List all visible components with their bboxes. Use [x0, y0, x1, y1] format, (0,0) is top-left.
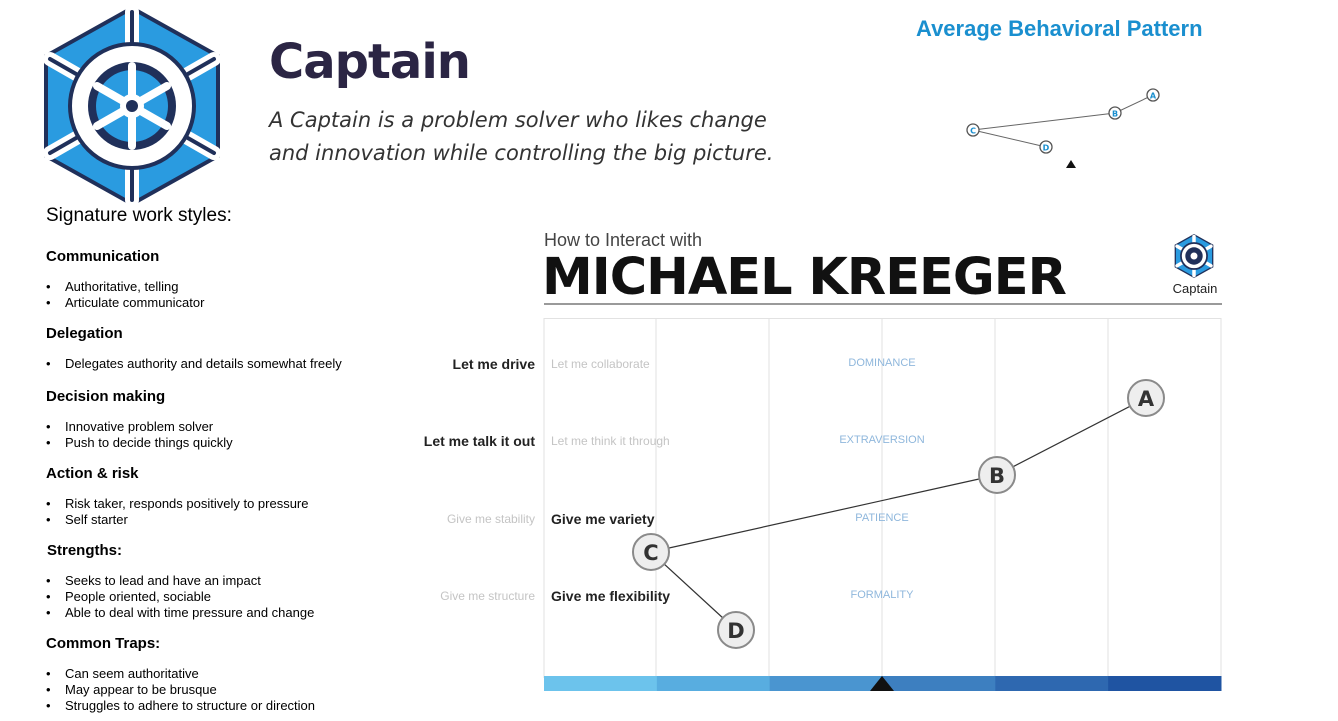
avg-pattern-chart: A B C D [950, 80, 1190, 180]
grid-lines [543, 318, 1222, 678]
card-logo [1174, 233, 1214, 283]
svg-text:A: A [1138, 387, 1155, 411]
captain-logo [40, 5, 224, 211]
list-item: May appear to be brusque [46, 682, 315, 698]
scale-segment [769, 676, 883, 691]
ship-wheel-icon [1174, 233, 1214, 279]
section-heading-action-risk: Action & risk [46, 465, 139, 482]
scale-segment [995, 676, 1109, 691]
list-item: Articulate communicator [46, 295, 204, 311]
node-a: A [1127, 379, 1165, 417]
scale-segment [656, 676, 771, 691]
trait-label-formality: FORMALITY [850, 589, 914, 601]
avg-marker-triangle [1066, 160, 1076, 168]
scale-segment [544, 676, 658, 691]
svg-text:C: C [643, 541, 658, 565]
signature-title: Signature work styles: [46, 205, 232, 226]
svg-text:B: B [989, 464, 1005, 488]
list-item: Self starter [46, 512, 309, 528]
section-list-action-risk: Risk taker, responds positively to press… [46, 496, 309, 528]
list-item: People oriented, sociable [46, 589, 314, 605]
avg-node-b: B [1108, 106, 1122, 120]
section-list-strengths: Seeks to lead and have an impact People … [46, 573, 314, 621]
row-left-label: Let me collaborate [551, 357, 650, 371]
node-b: B [978, 456, 1016, 494]
section-heading-delegation: Delegation [46, 325, 123, 342]
card-small-title: How to Interact with [544, 230, 703, 250]
ship-wheel-icon [43, 5, 221, 207]
section-list-delegation: Delegates authority and details somewhat… [46, 356, 342, 372]
row-left-label: Give me flexibility [551, 588, 671, 604]
scale-bar [544, 676, 1222, 691]
row-left-label: Let me think it through [551, 434, 670, 448]
list-item: Struggles to adhere to structure or dire… [46, 698, 315, 714]
page-subtitle: A Captain is a problem solver who likes … [269, 108, 774, 165]
trait-label-patience: PATIENCE [855, 512, 909, 524]
list-item: Able to deal with time pressure and chan… [46, 605, 314, 621]
section-heading-common-traps: Common Traps: [46, 635, 161, 652]
row-right-label: Give me stability [446, 512, 535, 526]
list-item: Push to decide things quickly [46, 435, 233, 451]
card-divider [544, 303, 1222, 305]
avg-node-d: D [1039, 140, 1053, 154]
row-right-label: Let me drive [452, 356, 535, 372]
row-right-label: Give me structure [440, 589, 535, 603]
avg-node-a: A [1146, 88, 1160, 102]
section-list-decision-making: Innovative problem solver Push to decide… [46, 419, 233, 451]
list-item: Can seem authoritative [46, 666, 315, 682]
section-list-communication: Authoritative, telling Articulate commun… [46, 279, 204, 311]
section-heading-strengths: Strengths: [47, 542, 122, 559]
scale-segment [1108, 676, 1222, 691]
list-item: Seeks to lead and have an impact [46, 573, 314, 589]
svg-text:D: D [727, 619, 744, 643]
svg-text:A: A [1150, 92, 1157, 101]
row-right-label: Let me talk it out [423, 433, 535, 449]
section-list-common-traps: Can seem authoritative May appear to be … [46, 666, 315, 714]
svg-text:D: D [1043, 144, 1050, 153]
avg-node-c: C [966, 123, 980, 137]
card-person-name: MICHAEL KREEGER [542, 248, 1067, 307]
list-item: Innovative problem solver [46, 419, 233, 435]
list-item: Authoritative, telling [46, 279, 204, 295]
trait-label-dominance: DOMINANCE [848, 357, 916, 369]
node-c: C [632, 533, 670, 571]
avg-pattern-title: Average Behavioral Pattern [916, 16, 1203, 41]
section-heading-decision-making: Decision making [46, 388, 166, 405]
trait-label-extraversion: EXTRAVERSION [839, 434, 925, 446]
row-left-label: Give me variety [551, 511, 655, 527]
svg-text:B: B [1112, 110, 1118, 119]
svg-text:C: C [970, 127, 976, 136]
card-profile-label: Captain [1172, 281, 1218, 296]
scale-segment [882, 676, 996, 691]
pattern-line [649, 397, 1147, 631]
list-item: Risk taker, responds positively to press… [46, 496, 309, 512]
center-marker-triangle [870, 676, 894, 691]
node-d: D [717, 611, 755, 649]
section-heading-communication: Communication [46, 248, 160, 265]
page-title: Captain [269, 34, 471, 90]
list-item: Delegates authority and details somewhat… [46, 356, 342, 372]
